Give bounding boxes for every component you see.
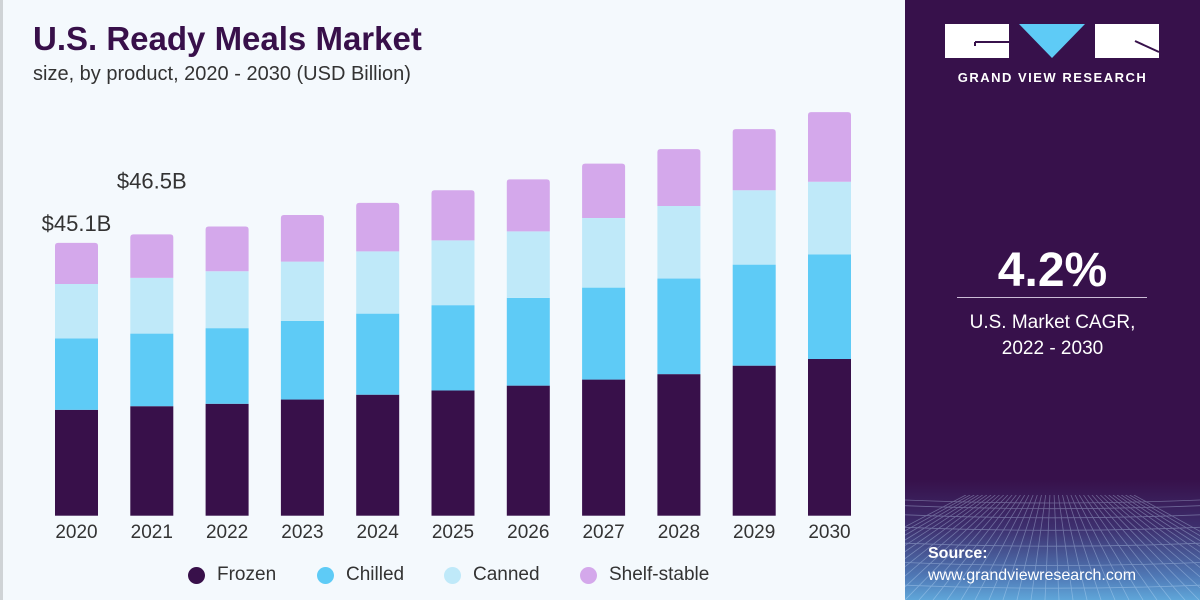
bar-segment-frozen [582, 379, 626, 516]
bar-segment-frozen [431, 390, 475, 516]
x-tick-label: 2026 [507, 522, 549, 543]
grid-decoration [905, 495, 1200, 600]
legend-item-shelf-stable: Shelf-stable [580, 564, 709, 586]
bar-segment-shelf-stable [356, 202, 400, 252]
x-tick-label: 2025 [432, 522, 474, 543]
bar-segment-chilled [130, 333, 174, 407]
bar-segment-canned [55, 283, 98, 339]
left-border [0, 0, 3, 600]
cagr-value: 4.2% [997, 244, 1108, 297]
bar-segment-canned [808, 181, 851, 255]
bar-segment-canned [506, 231, 550, 298]
bar-segment-frozen [732, 365, 776, 516]
divider [957, 297, 1147, 298]
legend-label: Frozen [217, 564, 277, 585]
bar-segment-shelf-stable [808, 112, 851, 182]
bar-segment-frozen [808, 359, 851, 516]
bar-segment-shelf-stable [657, 149, 701, 206]
bar-segment-shelf-stable [732, 129, 776, 191]
bar-segment-chilled [205, 328, 249, 404]
source-label: Source: [928, 545, 988, 562]
x-tick-label: 2023 [281, 522, 323, 543]
bar-segment-shelf-stable [280, 215, 324, 262]
total-annotation: $46.5B [117, 168, 187, 193]
bar-segment-canned [205, 271, 249, 329]
chart-subtitle: size, by product, 2020 - 2030 (USD Billi… [33, 63, 411, 85]
bar-segment-canned [582, 218, 626, 288]
bar-segment-chilled [657, 278, 701, 375]
bar-segment-canned [280, 261, 324, 321]
x-tick-label: 2027 [582, 522, 624, 543]
bar-segment-shelf-stable [582, 163, 626, 219]
bar-segment-shelf-stable [55, 242, 98, 284]
legend-label: Chilled [346, 564, 405, 585]
x-tick-label: 2029 [733, 522, 775, 543]
legend-item-canned: Canned [444, 564, 540, 586]
bar-segment-chilled [55, 338, 98, 410]
bar-segment-canned [657, 205, 701, 279]
legend-swatch [580, 566, 597, 584]
legend: Frozen Chilled Canned Shelf-stable [0, 564, 905, 588]
bar-segment-frozen [506, 385, 550, 516]
legend-swatch [317, 566, 334, 584]
cagr-label-line1: U.S. Market CAGR, [969, 312, 1136, 333]
chart-title: U.S. Ready Meals Market [33, 20, 422, 57]
bar-segment-frozen [280, 399, 324, 516]
bar-segment-shelf-stable [506, 179, 550, 232]
legend-item-chilled: Chilled [317, 564, 404, 586]
bar-segment-canned [732, 190, 776, 265]
bar-segment-chilled [356, 313, 400, 395]
bar-segment-canned [431, 240, 475, 306]
legend-item-frozen: Frozen [188, 564, 276, 586]
bar-segment-chilled [808, 254, 851, 360]
source-url[interactable]: www.grandviewresearch.com [928, 567, 1137, 584]
stacked-bar-chart: 2020 2021 2022 2023 2024 2025 2026 2027 2028 2029… [42, 112, 851, 543]
bar-segment-frozen [356, 394, 400, 516]
legend-label: Canned [473, 564, 540, 585]
x-tick-label: 2028 [658, 522, 700, 543]
grand-view-research-logo [945, 24, 1160, 58]
x-tick-label: 2022 [206, 522, 248, 543]
cagr-label: U.S. Market CAGR, 2022 - 2030 [905, 310, 1200, 362]
x-tick-label: 2020 [55, 522, 97, 543]
bar-segment-canned [356, 251, 400, 314]
bar-segment-canned [130, 277, 174, 334]
bar-segment-chilled [506, 297, 550, 386]
bar-segment-frozen [55, 409, 98, 516]
legend-label: Shelf-stable [609, 564, 710, 585]
legend-swatch [188, 566, 205, 584]
brand-name: GRAND VIEW RESEARCH [957, 70, 1148, 85]
bar-segment-frozen [205, 403, 249, 516]
bar-segment-frozen [657, 374, 701, 516]
x-tick-label: 2021 [131, 522, 173, 543]
bar-segment-chilled [582, 287, 626, 380]
total-annotation: $45.1B [42, 211, 112, 236]
bar-segment-chilled [280, 320, 324, 400]
cagr-label-line2: 2022 - 2030 [1001, 338, 1104, 359]
x-tick-label: 2024 [357, 522, 400, 543]
bar-segment-frozen [130, 406, 174, 516]
info-panel: GRAND VIEW RESEARCH 4.2% U.S. Market CAG… [905, 0, 1200, 600]
bar-segment-shelf-stable [431, 190, 475, 241]
x-tick-label: 2030 [808, 522, 850, 543]
bar-segment-chilled [431, 305, 475, 391]
bar-segment-shelf-stable [130, 234, 174, 278]
bar-segment-chilled [732, 264, 776, 366]
bar-segment-shelf-stable [205, 226, 249, 272]
legend-swatch [444, 566, 461, 584]
